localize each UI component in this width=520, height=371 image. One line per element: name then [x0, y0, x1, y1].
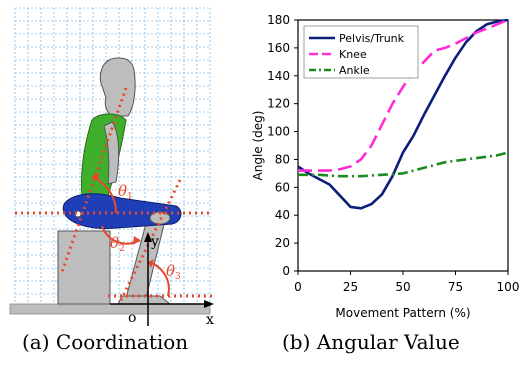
- legend-label-0: Pelvis/Trunk: [339, 32, 405, 45]
- y-tick-label: 0: [282, 264, 290, 278]
- arc-arrowheads: [92, 172, 154, 268]
- angle-chart: 0 20 40 60 80 100 120 140 160 180 0 25 50 75 100 Pelv…: [251, 13, 519, 320]
- y-tick-label: 20: [275, 236, 290, 250]
- y-tick-label: 60: [275, 180, 290, 194]
- series-line-1: [298, 18, 509, 172]
- theta1-label: θ1: [118, 182, 133, 202]
- coordination-diagram: θ1 θ2 θ3 y x o: [9, 7, 214, 328]
- y-tick-label: 120: [267, 97, 290, 111]
- chart-legend: Pelvis/Trunk Knee Ankle: [303, 25, 419, 79]
- x-tick-label: 50: [395, 280, 410, 294]
- y-tick-label: 80: [275, 152, 290, 166]
- x-axis-title: Movement Pattern (%): [335, 306, 470, 320]
- theta2-label: θ2: [110, 234, 125, 254]
- legend-label-1: Knee: [339, 48, 367, 61]
- arm-segment: [103, 121, 120, 185]
- y-tick-label: 140: [267, 69, 290, 83]
- x-tick-label: 75: [448, 280, 463, 294]
- x-axis-arrowhead: [204, 300, 214, 308]
- x-tick-label: 25: [343, 280, 358, 294]
- series-lines: [297, 18, 509, 210]
- caption-b: (b) Angular Value: [282, 330, 460, 354]
- origin-letter: o: [128, 310, 136, 326]
- x-tick-label: 0: [294, 280, 302, 294]
- legend-label-2: Ankle: [339, 64, 370, 77]
- legend-box: [303, 25, 419, 79]
- y-tick-label: 40: [275, 208, 290, 222]
- y-axis-title: Angle (deg): [251, 111, 265, 181]
- theta3-label: θ3: [166, 262, 181, 282]
- y-tick-label: 180: [267, 13, 290, 27]
- x-tick-label: 100: [497, 280, 520, 294]
- caption-a: (a) Coordination: [22, 330, 189, 354]
- y-tick-label: 100: [267, 125, 290, 139]
- series-line-2: [298, 151, 509, 178]
- x-tick-labels: 0 25 50 75 100: [294, 271, 519, 294]
- y-tick-label: 160: [267, 41, 290, 55]
- coordinate-axes: [110, 240, 208, 326]
- series-line-0: [297, 18, 509, 210]
- y-tick-labels: 0 20 40 60 80 100 120 140 160 180: [267, 13, 298, 278]
- seat-block: [57, 230, 111, 305]
- x-axis-letter: x: [206, 312, 214, 328]
- y-axis-letter: y: [150, 234, 159, 250]
- y-axis-arrowhead: [144, 232, 152, 242]
